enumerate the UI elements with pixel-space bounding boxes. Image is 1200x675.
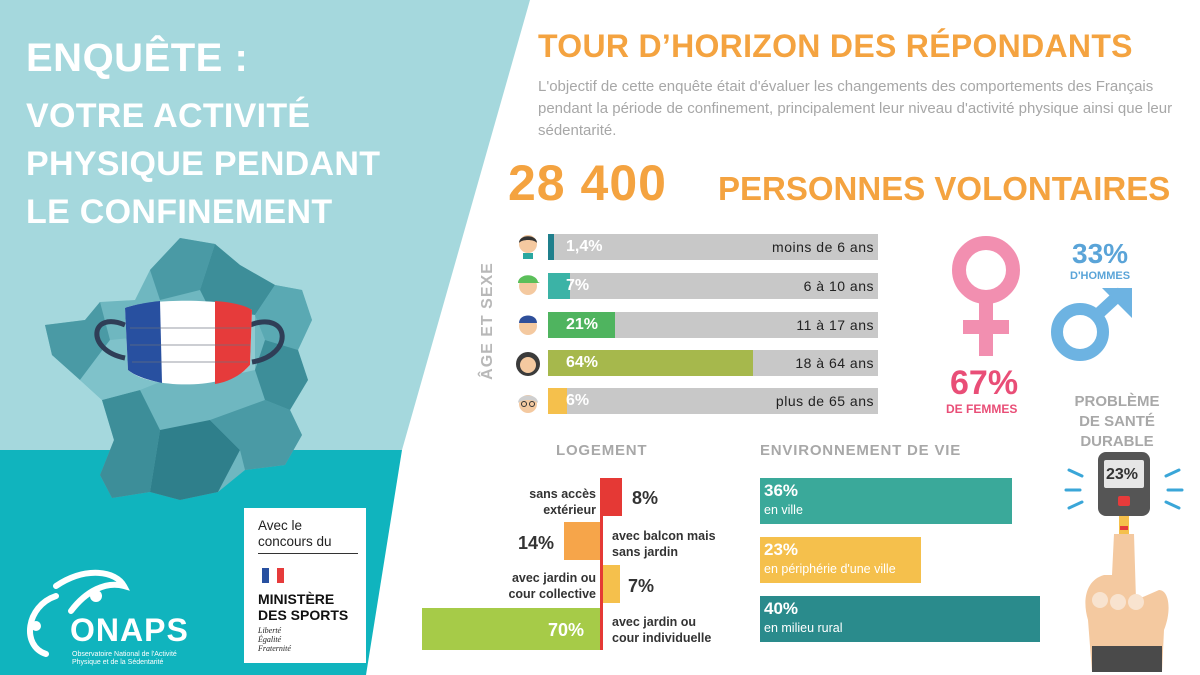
age-range-label: 6 à 10 ans <box>803 278 874 294</box>
housing-pct: 8% <box>632 488 659 508</box>
respondents-count: 28 400 <box>508 155 667 211</box>
housing-label: avec balcon mais sans jardin <box>612 528 742 560</box>
health-title-line: PROBLÈME <box>1074 393 1160 410</box>
age-bar-row: 6% plus de 65 ans <box>548 388 878 414</box>
housing-label-line: cour individuelle <box>612 631 712 645</box>
age-bar-fill <box>548 388 568 414</box>
org-description: Observatoire National de l'Activité Phys… <box>72 651 212 667</box>
senior-avatar-icon <box>518 395 538 413</box>
ministry-name-line: DES SPORTS <box>258 607 349 623</box>
housing-label: avec jardin ou cour collective <box>486 570 596 602</box>
age-pct: 6% <box>566 392 590 409</box>
housing-label-line: sans jardin <box>612 545 678 559</box>
teen-avatar-icon <box>519 315 537 335</box>
age-range-label: 11 à 17 ans <box>796 317 874 333</box>
ministry-name: MINISTÈRE DES SPORTS <box>258 591 348 623</box>
female-percentage: 67% <box>950 364 1019 402</box>
age-sex-axis-label: ÂGE ET SEXE <box>476 230 500 412</box>
subtitle-line: VOTRE ACTIVITÉ <box>26 97 311 135</box>
age-bar-row: 1,4% moins de 6 ans <box>548 234 878 260</box>
health-title-line: DE SANTÉ <box>1079 413 1155 430</box>
partner-intro-line: concours du <box>258 534 332 549</box>
housing-title: LOGEMENT <box>556 442 648 459</box>
environment-pct: 40% <box>764 599 799 618</box>
male-symbol-icon <box>1051 287 1132 361</box>
age-pct: 21% <box>566 316 599 333</box>
age-range-label: 18 à 64 ans <box>795 355 874 371</box>
age-bar-fill <box>548 273 571 299</box>
motto-line: Égalité <box>258 635 282 644</box>
environment-label: en périphérie d'une ville <box>764 562 896 576</box>
housing-label-line: avec balcon mais <box>612 529 716 543</box>
housing-axis-line <box>600 478 603 650</box>
marianne-flag-icon <box>262 568 284 583</box>
housing-label-line: cour collective <box>508 587 596 601</box>
environment-bar: 40% en milieu rural <box>760 596 1040 642</box>
housing-label: avec jardin ou cour individuelle <box>612 614 742 646</box>
housing-pct: 14% <box>518 533 555 553</box>
age-bar-row: 7% 6 à 10 ans <box>548 273 878 299</box>
adult-avatar-icon <box>516 352 540 376</box>
child-avatar-icon <box>518 275 540 295</box>
age-pct: 7% <box>566 277 590 294</box>
age-range-label: moins de 6 ans <box>772 239 874 255</box>
female-symbol-icon <box>952 236 1020 356</box>
subtitle-line: PHYSIQUE PENDANT <box>26 145 381 183</box>
housing-label-line: sans accès <box>529 487 596 501</box>
housing-label-line: extérieur <box>543 503 596 517</box>
motto-line: Liberté <box>258 626 282 635</box>
housing-label-line: avec jardin ou <box>612 615 697 629</box>
environment-pct: 23% <box>764 540 799 559</box>
housing-label-line: avec jardin ou <box>511 571 596 585</box>
glucose-meter-finger-icon <box>1064 452 1184 672</box>
ministry-partner-box: Avec le concours du MINISTÈRE DES SPORTS… <box>244 508 366 663</box>
housing-label: sans accès extérieur <box>506 486 596 518</box>
environment-label: en ville <box>764 503 803 517</box>
health-percentage: 23% <box>1106 466 1139 483</box>
republic-motto: Liberté Égalité Fraternité <box>258 626 291 653</box>
age-range-label: plus de 65 ans <box>775 393 874 409</box>
france-map-mask-illustration <box>45 238 312 500</box>
partner-intro-line: Avec le <box>258 518 303 533</box>
intro-paragraph: L'objectif de cette enquête était d'éval… <box>538 78 1173 139</box>
age-bar-row: 64% 18 à 64 ans <box>548 350 878 376</box>
housing-pct: 7% <box>628 576 655 596</box>
org-name: ONAPS <box>70 612 189 648</box>
motto-line: Fraternité <box>258 644 291 653</box>
partner-intro: Avec le concours du <box>258 518 332 550</box>
female-label: DE FEMMES <box>946 402 1018 416</box>
environment-bar: 36% en ville <box>760 478 1012 524</box>
age-bar-fill <box>548 312 616 338</box>
survey-title: ENQUÊTE : <box>26 36 249 80</box>
respondents-label: PERSONNES VOLONTAIRES <box>718 170 1171 207</box>
age-sex-axis-text: ÂGE ET SEXE <box>479 262 496 380</box>
org-description-line: Observatoire National de l'Activité <box>72 651 177 658</box>
subtitle-line: LE CONFINEMENT <box>26 193 333 231</box>
male-percentage: 33% <box>1072 238 1129 269</box>
environment-pct: 36% <box>764 481 799 500</box>
age-pct: 1,4% <box>566 238 603 255</box>
age-bar-fill <box>548 234 554 260</box>
onaps-logo-figure-icon <box>27 569 130 657</box>
baby-avatar-icon <box>519 235 537 259</box>
health-title-line: DURABLE <box>1080 433 1154 450</box>
org-description-line: Physique et de la Sédentarité <box>72 659 164 666</box>
environment-title: ENVIRONNEMENT DE VIE <box>760 442 962 459</box>
housing-pct: 70% <box>548 620 585 640</box>
divider <box>258 553 358 554</box>
environment-bar: 23% en périphérie d'une ville <box>760 537 921 583</box>
environment-label: en milieu rural <box>764 621 843 635</box>
male-label: D'HOMMES <box>1070 270 1131 282</box>
ministry-name-line: MINISTÈRE <box>258 591 335 607</box>
age-pct: 64% <box>566 354 599 371</box>
page-title: TOUR D’HORIZON DES RÉPONDANTS <box>538 28 1133 64</box>
health-problem-title: PROBLÈME DE SANTÉ DURABLE <box>1062 392 1172 452</box>
survey-subtitle: VOTRE ACTIVITÉ PHYSIQUE PENDANT LE CONFI… <box>26 92 446 236</box>
age-bar-fill <box>548 350 753 376</box>
age-bar-row: 21% 11 à 17 ans <box>548 312 878 338</box>
